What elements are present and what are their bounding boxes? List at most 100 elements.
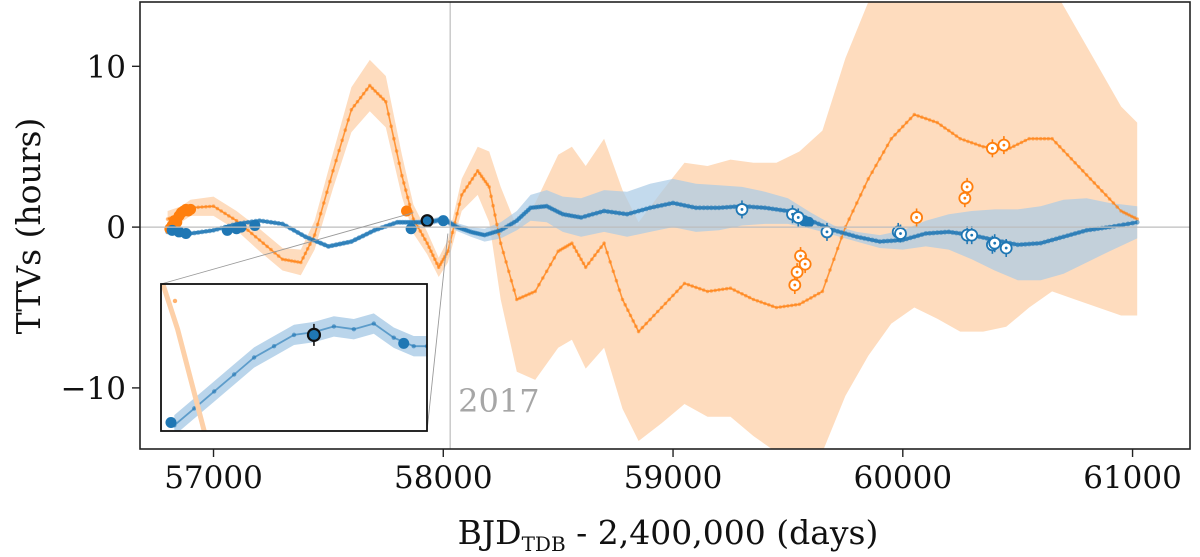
orange-model-marker (470, 177, 475, 181)
orange-model-marker (312, 233, 317, 237)
orange-model-marker (973, 142, 978, 146)
y-tick-label: 10 (87, 49, 126, 85)
blue-model-marker (1065, 233, 1070, 239)
blue-model-marker (1125, 221, 1131, 227)
orange-model-marker (924, 116, 928, 121)
orange-model-marker (634, 324, 638, 329)
orange-model-marker (299, 260, 303, 265)
orange-model-marker (368, 83, 372, 88)
orange-model-marker (908, 116, 913, 121)
orange-model-marker (404, 188, 408, 192)
orange-model-marker (605, 250, 609, 255)
orange-model-marker (855, 201, 859, 205)
orange-model-marker (881, 150, 886, 154)
orange-model-marker (655, 309, 660, 314)
blue-model-marker (632, 209, 638, 215)
orange-model-marker (686, 282, 691, 287)
blue-model-marker (701, 205, 707, 211)
orange-model-marker (713, 288, 717, 293)
orange-model-marker (204, 204, 208, 209)
orange-model-marker (897, 128, 901, 133)
blue-model-marker (326, 244, 331, 249)
blue-model-marker (651, 204, 657, 210)
orange-model-marker (455, 211, 459, 216)
blue-model-marker (333, 242, 339, 248)
orange-model-marker (724, 286, 729, 291)
orange-model-marker (483, 179, 488, 184)
orange-model-marker (509, 278, 514, 283)
orange-model-marker (705, 289, 710, 294)
orange-model-marker (433, 257, 437, 262)
orange-model-marker (931, 119, 936, 124)
blue-model-marker (643, 206, 649, 212)
blue-model-marker (1015, 242, 1021, 248)
blue-model-marker (865, 236, 871, 242)
orange-model-marker (835, 246, 840, 251)
blue-model-marker (1038, 240, 1044, 246)
blue-model-marker (260, 218, 266, 224)
orange-open-marker-dot (963, 196, 967, 200)
blue-observed-point (221, 224, 233, 236)
orange-model-marker (824, 278, 828, 283)
blue-model-marker (774, 207, 779, 212)
blue-model-marker (854, 234, 860, 240)
orange-model-marker (977, 143, 982, 148)
orange-model-marker (552, 256, 557, 260)
blue-model-marker (1061, 234, 1066, 240)
blue-model-marker (391, 221, 396, 227)
blue-model-marker (375, 226, 381, 232)
blue-model-marker (306, 236, 312, 241)
orange-predicted-point (798, 255, 812, 274)
blue-model-marker (609, 209, 615, 215)
blue-model-marker (624, 211, 630, 217)
orange-model-marker (389, 124, 394, 129)
orange-model-marker (786, 304, 790, 308)
orange-model-marker (570, 241, 574, 245)
blue-observed-point (249, 220, 261, 231)
orange-model-marker (1073, 161, 1077, 165)
orange-model-marker (381, 97, 386, 101)
orange-open-marker-dot (915, 216, 918, 219)
x-axis-label-main: BJD (458, 513, 522, 552)
blue-model-marker (1084, 227, 1089, 233)
orange-open-marker-dot (965, 185, 969, 189)
orange-model-marker (411, 217, 416, 221)
blue-model-marker (647, 205, 653, 211)
orange-model-marker (527, 292, 531, 296)
orange-open-marker-dot (799, 254, 802, 258)
blue-model-marker (712, 205, 718, 211)
blue-model-marker (1130, 220, 1135, 226)
orange-model-marker (774, 305, 779, 310)
orange-model-marker (812, 293, 817, 298)
x-tick-label: 57000 (164, 460, 263, 496)
orange-model-marker (581, 261, 586, 266)
orange-model-marker (487, 185, 492, 189)
blue-model-marker (601, 208, 607, 214)
blue-model-marker (934, 230, 940, 236)
blue-model-marker (605, 209, 611, 215)
blue-model-marker (295, 230, 301, 235)
inset-blue-observed-point (165, 417, 177, 429)
inset-connector-top (160, 212, 414, 285)
orange-model-marker (358, 95, 363, 100)
orange-model-marker (230, 216, 235, 221)
blue-model-marker (835, 229, 841, 234)
orange-open-marker-dot (803, 262, 807, 266)
orange-model-marker (462, 189, 467, 193)
orange-model-marker (481, 177, 486, 181)
orange-model-marker (690, 284, 694, 288)
orange-model-marker (431, 253, 435, 257)
x-axis-label: BJDTDB - 2,400,000 (days) (458, 513, 879, 556)
axes: 57000 58000 59000 60000 61000 10 0 −10 (61, 49, 1182, 496)
blue-model-marker (682, 203, 687, 208)
blue-model-marker (617, 210, 622, 216)
orange-model-marker (315, 222, 320, 227)
orange-model-marker (420, 233, 425, 237)
orange-model-marker (418, 229, 423, 233)
orange-model-marker (1054, 140, 1058, 145)
inset-connector-bottom (426, 233, 449, 432)
orange-model-marker (920, 115, 924, 119)
blue-model-marker (873, 238, 879, 244)
orange-model-marker (521, 295, 525, 299)
inset-blue-model-marker (251, 355, 257, 360)
